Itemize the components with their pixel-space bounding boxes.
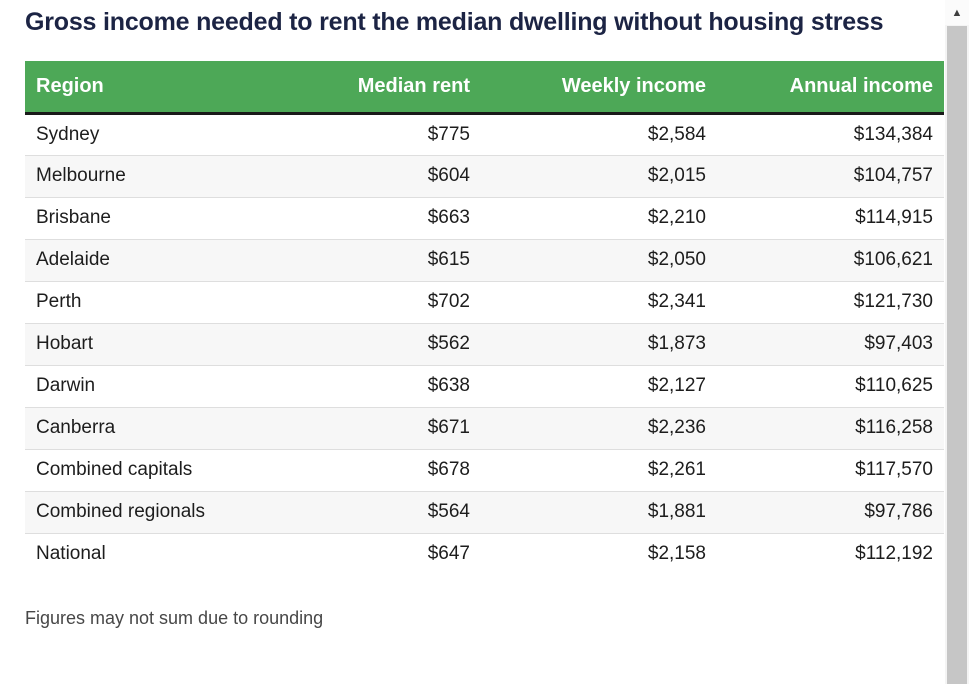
cell-annual-income: $116,258 — [717, 406, 944, 449]
cell-annual-income: $112,192 — [717, 532, 944, 575]
cell-region: Combined regionals — [25, 490, 345, 533]
vertical-scrollbar[interactable]: ▲ — [945, 0, 969, 684]
cell-region: National — [25, 532, 345, 575]
cell-median-rent: $615 — [345, 238, 481, 281]
table-row: Perth $702 $2,341 $121,730 — [25, 280, 944, 323]
table-row: Melbourne $604 $2,015 $104,757 — [25, 154, 944, 197]
table-row: Sydney $775 $2,584 $134,384 — [25, 113, 944, 155]
table-row: Darwin $638 $2,127 $110,625 — [25, 364, 944, 407]
cell-weekly-income: $1,873 — [481, 322, 717, 365]
scroll-up-button[interactable]: ▲ — [945, 0, 969, 25]
column-header-weekly-income: Weekly income — [481, 61, 717, 115]
cell-median-rent: $604 — [345, 154, 481, 197]
cell-annual-income: $104,757 — [717, 154, 944, 197]
cell-annual-income: $97,786 — [717, 490, 944, 533]
cell-region: Darwin — [25, 364, 345, 407]
cell-region: Melbourne — [25, 154, 345, 197]
cell-weekly-income: $2,261 — [481, 448, 717, 491]
cell-weekly-income: $1,881 — [481, 490, 717, 533]
cell-median-rent: $671 — [345, 406, 481, 449]
cell-median-rent: $678 — [345, 448, 481, 491]
cell-annual-income: $106,621 — [717, 238, 944, 281]
cell-median-rent: $562 — [345, 322, 481, 365]
cell-median-rent: $564 — [345, 490, 481, 533]
cell-weekly-income: $2,341 — [481, 280, 717, 323]
table-row: Adelaide $615 $2,050 $106,621 — [25, 238, 944, 281]
table-row: Brisbane $663 $2,210 $114,915 — [25, 196, 944, 239]
cell-median-rent: $702 — [345, 280, 481, 323]
cell-median-rent: $647 — [345, 532, 481, 575]
cell-annual-income: $114,915 — [717, 196, 944, 239]
cell-annual-income: $121,730 — [717, 280, 944, 323]
column-header-region: Region — [25, 61, 345, 115]
table-row: Combined regionals $564 $1,881 $97,786 — [25, 490, 944, 533]
cell-median-rent: $663 — [345, 196, 481, 239]
cell-weekly-income: $2,127 — [481, 364, 717, 407]
column-header-annual-income: Annual income — [717, 61, 944, 115]
scrollbar-thumb[interactable] — [947, 26, 967, 684]
cell-region: Brisbane — [25, 196, 345, 239]
cell-weekly-income: $2,236 — [481, 406, 717, 449]
cell-weekly-income: $2,050 — [481, 238, 717, 281]
cell-region: Hobart — [25, 322, 345, 365]
scroll-up-icon: ▲ — [951, 6, 963, 19]
table-row: National $647 $2,158 $112,192 — [25, 532, 944, 575]
cell-annual-income: $117,570 — [717, 448, 944, 491]
cell-annual-income: $97,403 — [717, 322, 944, 365]
cell-region: Perth — [25, 280, 345, 323]
cell-weekly-income: $2,015 — [481, 154, 717, 197]
table-row: Hobart $562 $1,873 $97,403 — [25, 322, 944, 365]
cell-region: Sydney — [25, 113, 345, 155]
cell-weekly-income: $2,158 — [481, 532, 717, 575]
cell-median-rent: $775 — [345, 113, 481, 155]
cell-annual-income: $134,384 — [717, 113, 944, 155]
cell-median-rent: $638 — [345, 364, 481, 407]
income-table: Region Median rent Weekly income Annual … — [25, 61, 944, 575]
cell-annual-income: $110,625 — [717, 364, 944, 407]
column-header-median-rent: Median rent — [345, 61, 481, 115]
cell-weekly-income: $2,210 — [481, 196, 717, 239]
cell-region: Adelaide — [25, 238, 345, 281]
cell-region: Combined capitals — [25, 448, 345, 491]
table-row: Canberra $671 $2,236 $116,258 — [25, 406, 944, 449]
table-header-row: Region Median rent Weekly income Annual … — [25, 61, 944, 115]
cell-weekly-income: $2,584 — [481, 113, 717, 155]
cell-region: Canberra — [25, 406, 345, 449]
footnote: Figures may not sum due to rounding — [25, 608, 324, 628]
table-row: Combined capitals $678 $2,261 $117,570 — [25, 448, 944, 491]
page-title: Gross income needed to rent the median d… — [25, 8, 884, 36]
